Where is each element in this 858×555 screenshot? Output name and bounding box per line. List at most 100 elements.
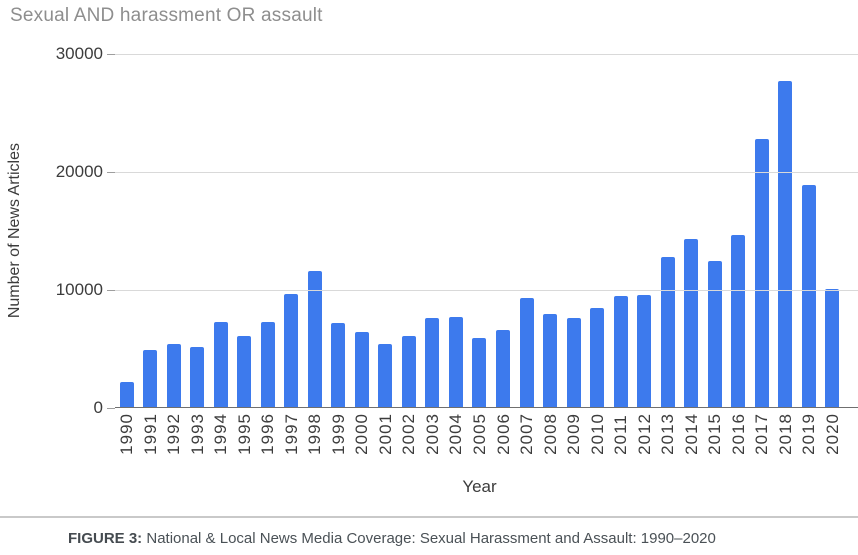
bar-2013 <box>660 256 675 408</box>
x-tick-label: 1990 <box>117 413 137 455</box>
y-tick-mark <box>107 54 115 55</box>
bar-cell <box>726 54 750 408</box>
x-tick-label: 1999 <box>328 413 348 455</box>
bar-cell <box>491 54 515 408</box>
x-tick-label: 2014 <box>681 413 701 455</box>
bar-cell <box>397 54 421 408</box>
x-label-cell: 1993 <box>186 413 210 455</box>
x-tick-label: 2012 <box>634 413 654 455</box>
y-tick-mark <box>107 408 115 409</box>
x-tick-label: 2020 <box>822 413 842 455</box>
bar-1999 <box>331 323 346 408</box>
x-label-cell: 2003 <box>421 413 445 455</box>
x-tick-label: 2007 <box>517 413 537 455</box>
y-axis-title: Number of News Articles <box>6 143 23 319</box>
bar-1997 <box>284 293 299 408</box>
x-tick-label: 2003 <box>422 413 442 455</box>
x-label-cell: 1994 <box>209 413 233 455</box>
x-label-cell: 2005 <box>468 413 492 455</box>
bar-2000 <box>354 332 369 408</box>
figure-caption-text: National & Local News Media Coverage: Se… <box>142 530 716 547</box>
x-label-cell: 2017 <box>750 413 774 455</box>
bar-2014 <box>684 239 699 408</box>
x-tick-label: 2008 <box>540 413 560 455</box>
x-tick-label: 2017 <box>752 413 772 455</box>
x-label-cell: 2007 <box>515 413 539 455</box>
bar-2008 <box>543 313 558 408</box>
bar-cell <box>115 54 139 408</box>
bar-cell <box>750 54 774 408</box>
bar-2003 <box>425 318 440 408</box>
bar-cell <box>585 54 609 408</box>
x-tick-label: 1998 <box>305 413 325 455</box>
x-tick-label: 2010 <box>587 413 607 455</box>
bar-2019 <box>801 184 816 408</box>
y-tick-label: 20000 <box>55 162 103 181</box>
bar-1995 <box>237 336 252 408</box>
bar-cell <box>256 54 280 408</box>
bar-cell <box>162 54 186 408</box>
x-label-cell: 2004 <box>444 413 468 455</box>
gridline <box>115 54 858 55</box>
bar-2004 <box>448 317 463 408</box>
x-label-cell: 2000 <box>350 413 374 455</box>
y-tick-mark <box>107 290 115 291</box>
bar-1990 <box>119 382 134 408</box>
x-label-cell: 2018 <box>773 413 797 455</box>
plot-area <box>115 54 858 408</box>
x-tick-label: 2011 <box>611 414 631 455</box>
bar-cell <box>280 54 304 408</box>
y-tick-label: 30000 <box>55 44 103 63</box>
x-label-cell: 1998 <box>303 413 327 455</box>
bar-cell <box>656 54 680 408</box>
x-label-cell: 1997 <box>280 413 304 455</box>
bar-1993 <box>190 346 205 408</box>
x-label-cell: 2011 <box>609 413 633 455</box>
x-label-cell: 1999 <box>327 413 351 455</box>
x-label-cell: 2020 <box>820 413 844 455</box>
bar-cell <box>374 54 398 408</box>
bar-cell <box>468 54 492 408</box>
x-label-cell: 2019 <box>797 413 821 455</box>
x-label-cell: 2013 <box>656 413 680 455</box>
x-tick-label: 1992 <box>164 413 184 455</box>
x-tick-label: 1994 <box>211 413 231 455</box>
bars-row <box>115 54 844 408</box>
x-tick-label: 2018 <box>775 413 795 455</box>
x-label-cell: 1991 <box>139 413 163 455</box>
bar-1998 <box>307 271 322 408</box>
x-tick-label: 2004 <box>446 413 466 455</box>
bar-2016 <box>731 234 746 408</box>
gridline <box>115 172 858 173</box>
x-tick-label: 2009 <box>564 413 584 455</box>
bar-cell <box>679 54 703 408</box>
x-tick-label: 1991 <box>140 413 160 455</box>
caption-divider <box>0 516 858 518</box>
bar-2009 <box>566 318 581 408</box>
x-label-cell: 1992 <box>162 413 186 455</box>
bar-cell <box>350 54 374 408</box>
bar-cell <box>444 54 468 408</box>
bar-cell <box>820 54 844 408</box>
y-tick-mark <box>107 172 115 173</box>
x-tick-label: 2019 <box>799 413 819 455</box>
bar-2001 <box>378 344 393 408</box>
bar-2012 <box>637 294 652 408</box>
x-label-cell: 1990 <box>115 413 139 455</box>
x-tick-label: 2015 <box>705 413 725 455</box>
bar-2002 <box>401 336 416 408</box>
bar-2020 <box>825 288 840 408</box>
bar-cell <box>797 54 821 408</box>
bar-2011 <box>613 295 628 408</box>
x-tick-label: 2016 <box>728 413 748 455</box>
bar-cell <box>562 54 586 408</box>
x-tick-label: 2000 <box>352 413 372 455</box>
figure-label: FIGURE 3: <box>68 530 143 547</box>
x-axis-baseline <box>115 407 858 408</box>
bar-1992 <box>166 344 181 408</box>
bar-cell <box>515 54 539 408</box>
x-tick-label: 2013 <box>658 413 678 455</box>
figure-caption: FIGURE 3: National & Local News Media Co… <box>68 530 716 547</box>
bar-2006 <box>496 330 510 408</box>
